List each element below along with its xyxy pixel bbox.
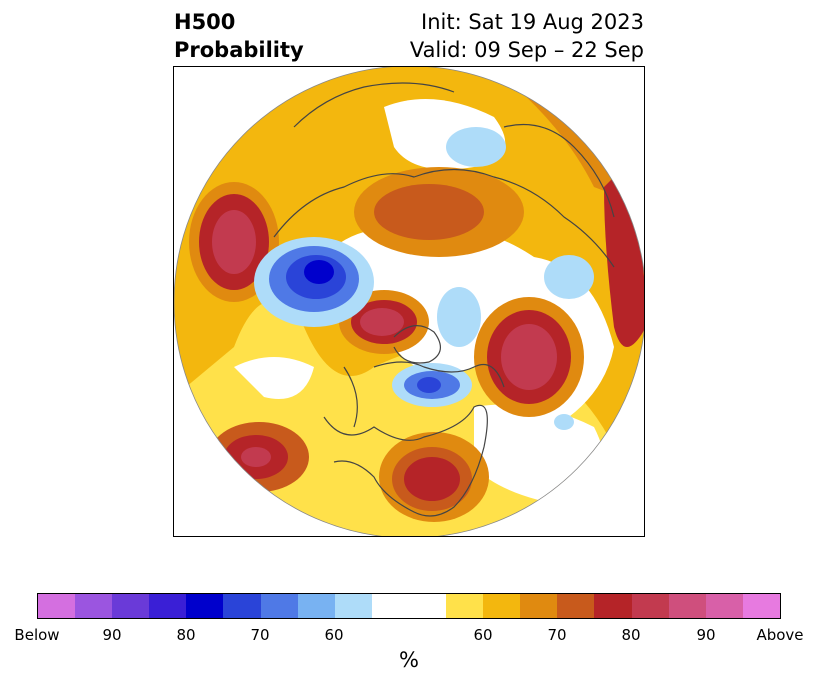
above-center-atlantic xyxy=(474,297,584,417)
coastlines xyxy=(273,82,615,517)
above-center-subtropics xyxy=(209,422,309,492)
colorbar-segment xyxy=(742,594,780,618)
colorbar-segment xyxy=(223,594,261,618)
colorbar-tick-label: 70 xyxy=(547,626,567,644)
colorbar-segment xyxy=(38,594,76,618)
colorbar-segment xyxy=(483,594,521,618)
chart-title: H500 Probability xyxy=(174,8,304,64)
colorbar-segment xyxy=(520,594,558,618)
colorbar-tick-label: Below xyxy=(14,626,60,644)
colorbar-tick-label: 90 xyxy=(696,626,716,644)
colorbar-segment xyxy=(334,594,372,618)
colorbar-segment xyxy=(631,594,669,618)
above-center-us xyxy=(379,432,489,522)
below-center-arctic xyxy=(254,237,374,327)
above-center-east-europe xyxy=(604,177,644,347)
colorbar-unit-label: % xyxy=(399,648,419,672)
colorbar-segment xyxy=(186,594,224,618)
forecast-dates: Init: Sat 19 Aug 2023 Valid: 09 Sep – 22… xyxy=(410,8,644,64)
colorbar-tick-label: 60 xyxy=(324,626,344,644)
colorbar-segment xyxy=(371,594,447,618)
colorbar-segment xyxy=(594,594,632,618)
colorbar-segment xyxy=(297,594,335,618)
below-center-greenland xyxy=(392,363,472,407)
colorbar-segment xyxy=(260,594,298,618)
below-center-central xyxy=(437,127,594,430)
colorbar-tick-label: Above xyxy=(756,626,804,644)
colorbar-tick-label: 80 xyxy=(176,626,196,644)
above-center-siberia xyxy=(354,167,524,257)
colorbar xyxy=(37,593,781,619)
colorbar-tick-label: 90 xyxy=(102,626,122,644)
colorbar-segment xyxy=(557,594,595,618)
colorbar-segment xyxy=(705,594,743,618)
title-variable: H500 xyxy=(174,10,236,34)
colorbar-segment xyxy=(149,594,187,618)
probability-field xyxy=(174,67,644,536)
colorbar-segment xyxy=(112,594,150,618)
colorbar-segment xyxy=(75,594,113,618)
colorbar-tick-label: 60 xyxy=(473,626,493,644)
polar-map xyxy=(173,66,645,537)
colorbar-tick-label: 70 xyxy=(250,626,270,644)
colorbar-segment xyxy=(446,594,484,618)
init-date: Init: Sat 19 Aug 2023 xyxy=(421,10,644,34)
valid-range: Valid: 09 Sep – 22 Sep xyxy=(409,38,644,62)
title-product: Probability xyxy=(174,38,304,62)
colorbar-tick-label: 80 xyxy=(621,626,641,644)
map-svg xyxy=(174,67,644,536)
colorbar-segment xyxy=(668,594,706,618)
